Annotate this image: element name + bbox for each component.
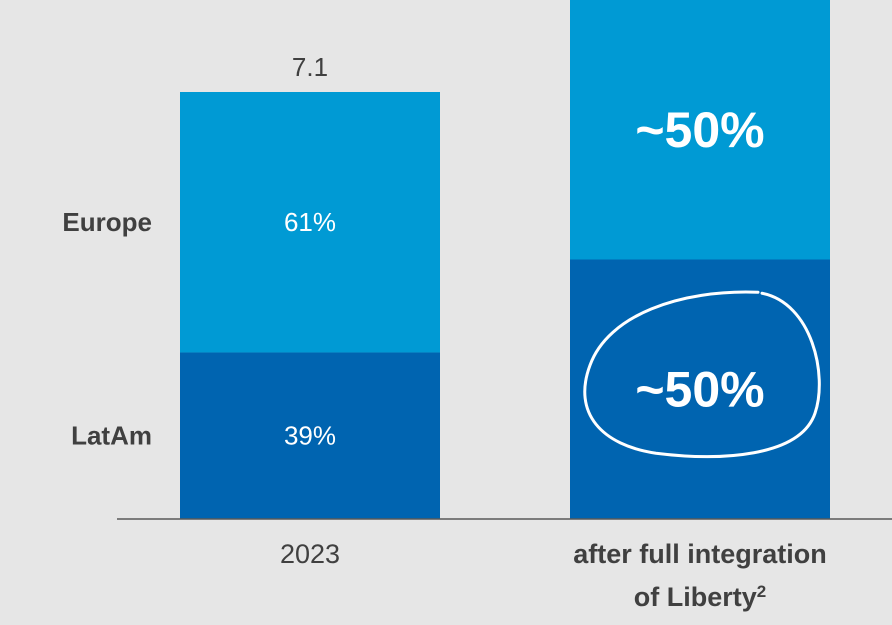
data-label-europe-1: ~50% — [635, 102, 764, 158]
highlight-circle — [583, 290, 821, 459]
legend-label-europe: Europe — [62, 207, 152, 237]
bar-segment-latam-1 — [570, 259, 830, 519]
bar-segment-europe-0 — [180, 92, 440, 353]
bar-segment-europe-1 — [570, 0, 830, 260]
category-label-superscript: 2 — [757, 582, 766, 601]
category-label-1-line-0: after full integration — [573, 539, 827, 569]
data-label-latam-0: 39% — [284, 421, 336, 451]
legend-label-latam: LatAm — [71, 421, 152, 451]
data-label-europe-0: 61% — [284, 207, 336, 237]
bar-segment-latam-0 — [180, 352, 440, 519]
category-label-1-line-1: of Liberty2 — [634, 582, 766, 613]
total-label-0: 7.1 — [292, 52, 328, 82]
category-label-0-line-0: 2023 — [280, 539, 340, 569]
data-label-latam-1: ~50% — [635, 361, 764, 417]
